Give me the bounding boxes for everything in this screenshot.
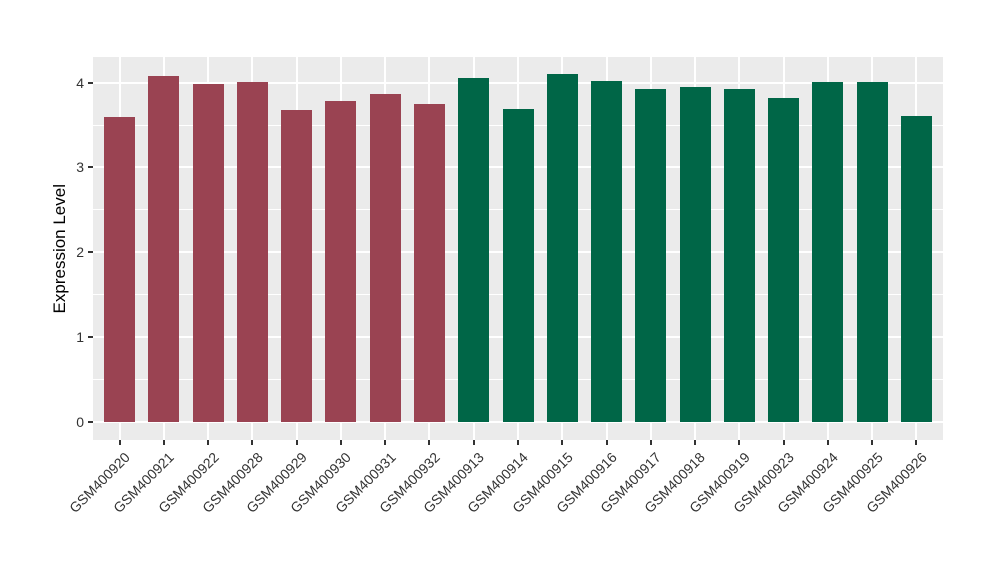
bar-GSM400925 xyxy=(856,81,888,422)
bar-GSM400915 xyxy=(546,74,578,422)
x-tick-mark xyxy=(649,440,652,445)
x-tick-mark xyxy=(384,440,387,445)
bar-GSM400924 xyxy=(812,81,844,422)
x-tick-mark xyxy=(561,440,564,445)
x-tick-mark xyxy=(162,440,165,445)
x-tick-mark xyxy=(871,440,874,445)
y-tick-mark xyxy=(88,251,93,254)
bar-GSM400928 xyxy=(236,81,268,422)
bar-GSM400930 xyxy=(325,101,357,422)
y-tick-label: 1 xyxy=(76,328,84,345)
bar-GSM400920 xyxy=(104,116,136,422)
x-tick-mark xyxy=(428,440,431,445)
x-tick-mark xyxy=(605,440,608,445)
y-tick-label: 4 xyxy=(76,74,84,91)
y-tick-mark xyxy=(88,166,93,169)
y-tick-label: 0 xyxy=(76,413,84,430)
bar-GSM400916 xyxy=(591,81,623,422)
y-tick-mark xyxy=(88,420,93,423)
x-tick-mark xyxy=(472,440,475,445)
y-tick-mark xyxy=(88,81,93,84)
bar-GSM400926 xyxy=(900,115,932,422)
bar-GSM400917 xyxy=(635,88,667,422)
x-tick-mark xyxy=(782,440,785,445)
y-tick-label: 3 xyxy=(76,159,84,176)
bar-GSM400919 xyxy=(723,89,755,422)
y-tick-mark xyxy=(88,335,93,338)
x-tick-mark xyxy=(251,440,254,445)
bar-GSM400932 xyxy=(413,103,445,422)
x-axis: GSM400920 GSM400921 GSM400922 GSM400928 GSM4… xyxy=(66,440,943,580)
x-tick-mark xyxy=(915,440,918,445)
bar-GSM400929 xyxy=(281,109,313,422)
bar-GSM400923 xyxy=(768,97,800,422)
bar-GSM400918 xyxy=(679,86,711,422)
x-tick-mark xyxy=(207,440,210,445)
plot-panel xyxy=(93,57,943,440)
bar-GSM400922 xyxy=(192,84,224,422)
x-tick-mark xyxy=(826,440,829,445)
x-tick-mark xyxy=(339,440,342,445)
bar-GSM400913 xyxy=(458,78,490,422)
bar-GSM400914 xyxy=(502,108,534,422)
bar-GSM400921 xyxy=(148,75,180,422)
x-tick-mark xyxy=(517,440,519,445)
x-tick-mark xyxy=(694,440,697,445)
x-tick-mark xyxy=(738,440,741,445)
y-tick-label: 2 xyxy=(76,244,84,261)
x-tick-mark xyxy=(295,440,298,445)
x-tick-mark xyxy=(118,440,121,445)
bar-GSM400931 xyxy=(369,93,401,422)
